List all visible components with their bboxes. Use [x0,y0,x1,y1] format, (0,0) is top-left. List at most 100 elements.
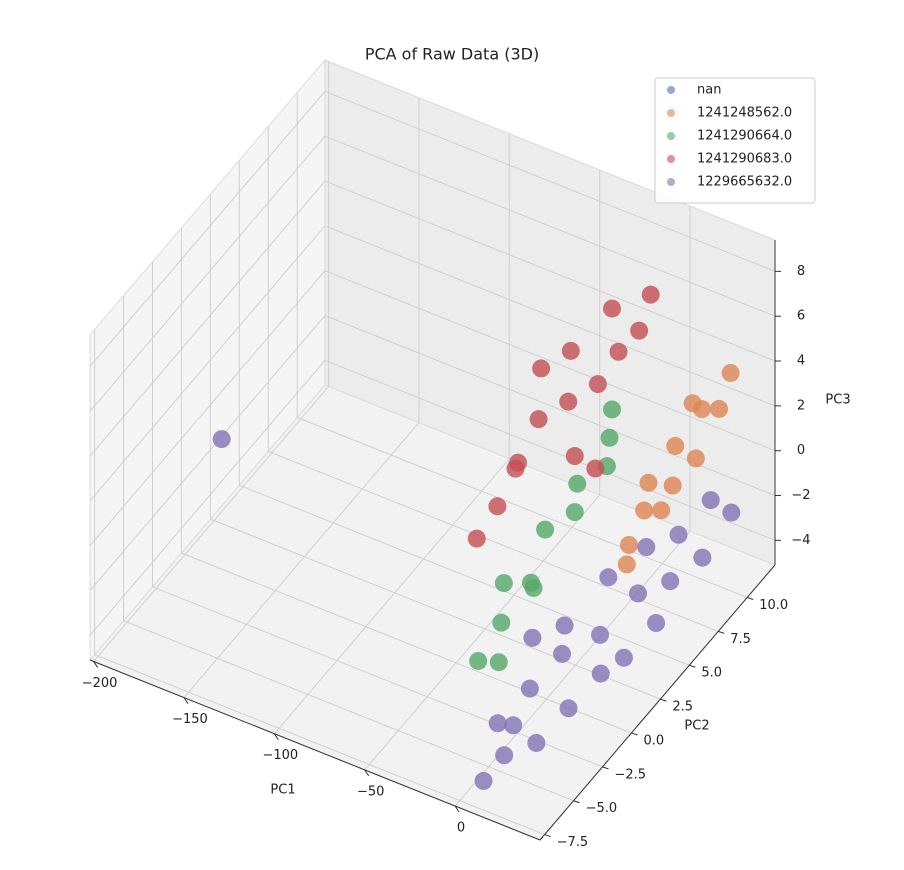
grid-line [89,180,326,457]
grid-line [94,654,545,836]
y-tick-label: 10.0 [759,598,788,613]
point [669,525,688,544]
grid-line [183,422,420,698]
point [721,363,740,382]
grid-line [89,135,326,412]
legend-box [654,77,816,204]
point [652,501,671,520]
grid-line [324,180,776,362]
x-axis-line [89,659,541,841]
point [661,572,680,591]
grid-line [239,484,690,666]
y-axis-label: PC2 [684,719,709,734]
y-tick [602,766,609,770]
grid-line [324,270,776,452]
point [617,555,636,574]
grid-line [324,225,776,407]
grid-line [273,458,510,735]
grid-line [181,552,632,734]
point [561,341,580,360]
x-axis-label: PC1 [270,783,295,798]
y-tick [544,834,551,838]
y-tick [747,597,754,600]
x-tick [93,661,99,668]
point [489,653,508,672]
y-tick [660,698,667,702]
legend-marker [667,155,675,163]
grid-line [89,270,326,547]
grid-line [89,91,326,367]
grid-line [123,620,574,802]
point [506,459,525,478]
point [635,501,654,520]
point [710,399,729,418]
point [504,716,523,735]
point [532,359,551,378]
point [591,664,610,683]
point [568,474,587,493]
point [609,342,628,361]
point [683,394,702,413]
point [467,529,486,548]
legend-label: 1241248562.0 [697,106,792,121]
y-tick-label: 0.0 [643,733,664,748]
y-tick-label: −5.0 [586,801,618,816]
grid-line [324,359,776,541]
point [666,436,685,455]
point [600,428,619,447]
point [474,771,493,790]
point [559,392,578,411]
legend-marker [667,86,675,94]
x-tick [273,733,279,741]
x-tick [183,697,189,704]
point [603,299,622,318]
series [467,285,660,548]
point [488,497,507,516]
grid-line [210,518,661,700]
z-tick-label: −4 [791,533,810,548]
y-tick-label: 5.0 [701,666,722,681]
y-tick [689,664,696,668]
point [565,447,584,466]
z-tick-label: 6 [797,309,805,324]
point [536,520,555,539]
grid-line [364,494,601,771]
legend-label: 1229665632.0 [697,175,792,190]
grid-line [89,225,326,502]
point [520,679,539,698]
y-tick-label: 7.5 [730,632,751,647]
point [553,644,572,663]
z-tick-label: 8 [797,264,805,279]
grid-line [93,386,329,662]
point [619,535,638,554]
point [641,285,660,304]
point [630,321,649,340]
z-tick-label: −2 [791,488,810,503]
point [212,430,231,449]
point [565,503,584,522]
legend-marker [667,178,675,186]
x-tick-label: −50 [357,784,384,799]
point [639,473,658,492]
series [469,400,622,672]
grid-line [297,417,748,598]
chart-title: PCA of Raw Data (3D) [365,45,539,64]
x-tick-label: −100 [262,748,298,763]
y-axis-line [539,564,776,841]
point [559,699,578,718]
point [637,538,656,557]
point [529,410,548,429]
legend-marker [667,132,675,140]
x-tick [364,769,370,777]
grid-line [89,360,326,636]
point [469,651,488,670]
grid-line [268,450,719,632]
point [663,476,682,495]
series [212,430,741,790]
point [523,628,542,647]
y-tick-label: −7.5 [557,835,589,850]
point [488,714,507,733]
x-tick [454,805,460,813]
grid-line [89,315,326,591]
